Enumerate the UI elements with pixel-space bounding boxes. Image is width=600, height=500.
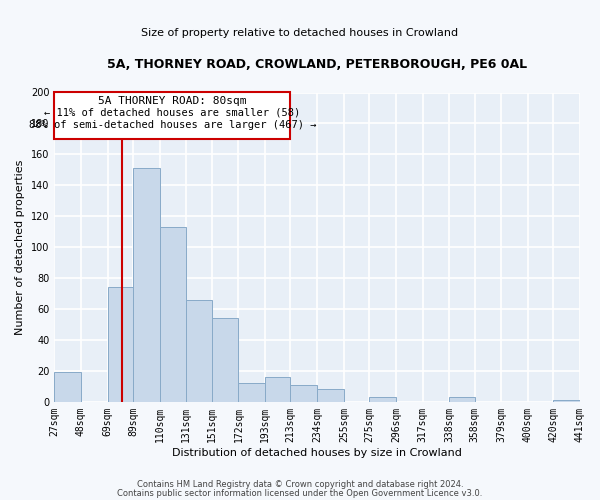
Bar — [212, 318, 238, 402]
Bar — [553, 400, 580, 402]
Bar — [317, 390, 344, 402]
Bar — [54, 92, 290, 139]
Bar — [160, 227, 187, 402]
Text: 88% of semi-detached houses are larger (467) →: 88% of semi-detached houses are larger (… — [29, 120, 316, 130]
Bar — [369, 397, 396, 402]
Bar — [449, 397, 475, 402]
Bar — [290, 385, 317, 402]
Title: 5A, THORNEY ROAD, CROWLAND, PETERBOROUGH, PE6 0AL: 5A, THORNEY ROAD, CROWLAND, PETERBOROUGH… — [107, 58, 527, 70]
Bar — [133, 168, 160, 402]
Bar — [238, 384, 265, 402]
Text: Contains public sector information licensed under the Open Government Licence v3: Contains public sector information licen… — [118, 488, 482, 498]
Bar — [107, 288, 133, 402]
Text: 5A THORNEY ROAD: 80sqm: 5A THORNEY ROAD: 80sqm — [98, 96, 247, 106]
Text: Contains HM Land Registry data © Crown copyright and database right 2024.: Contains HM Land Registry data © Crown c… — [137, 480, 463, 489]
Bar — [187, 300, 212, 402]
Text: Size of property relative to detached houses in Crowland: Size of property relative to detached ho… — [142, 28, 458, 38]
X-axis label: Distribution of detached houses by size in Crowland: Distribution of detached houses by size … — [172, 448, 462, 458]
Bar — [265, 377, 290, 402]
Text: ← 11% of detached houses are smaller (58): ← 11% of detached houses are smaller (58… — [44, 108, 301, 118]
Y-axis label: Number of detached properties: Number of detached properties — [16, 160, 25, 335]
Bar — [54, 372, 81, 402]
